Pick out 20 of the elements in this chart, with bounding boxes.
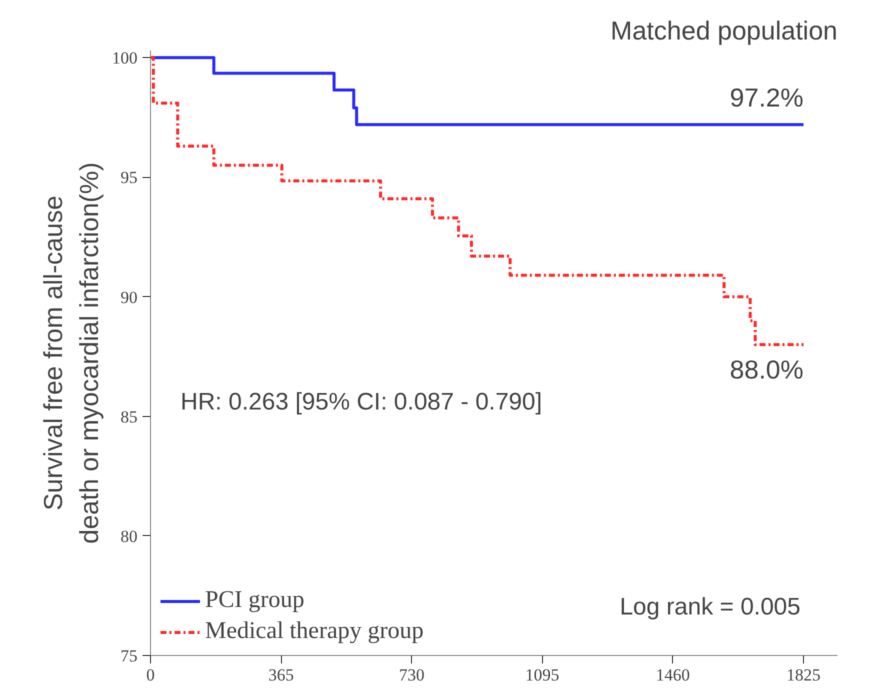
chart-title: Matched population xyxy=(610,16,838,46)
y-tick-label: 75 xyxy=(120,646,138,666)
legend-label: Medical therapy group xyxy=(205,618,424,645)
x-tick-label: 1095 xyxy=(525,666,560,684)
legend-label: PCI group xyxy=(205,587,304,614)
y-tick-label: 80 xyxy=(120,526,138,546)
annotation: 97.2% xyxy=(730,82,804,113)
x-tick-label: 730 xyxy=(398,666,424,684)
y-tick-label: 95 xyxy=(120,168,138,188)
y-tick-label: 100 xyxy=(112,48,138,68)
annotation: Log rank = 0.005 xyxy=(620,594,801,620)
y-axis-title: Survival free from all-cause death or myocardial infarction(%) xyxy=(38,162,104,544)
x-tick-label: 365 xyxy=(268,666,294,684)
x-tick-label: 1460 xyxy=(656,666,690,684)
x-tick-label: 0 xyxy=(146,666,155,684)
y-tick-label: 85 xyxy=(120,407,138,426)
x-tick-label: 1825 xyxy=(786,666,821,684)
annotation: HR: 0.263 [95% CI: 0.087 - 0.790] xyxy=(180,388,542,416)
y-tick-label: 90 xyxy=(120,288,138,307)
annotation: 88.0% xyxy=(730,354,804,385)
